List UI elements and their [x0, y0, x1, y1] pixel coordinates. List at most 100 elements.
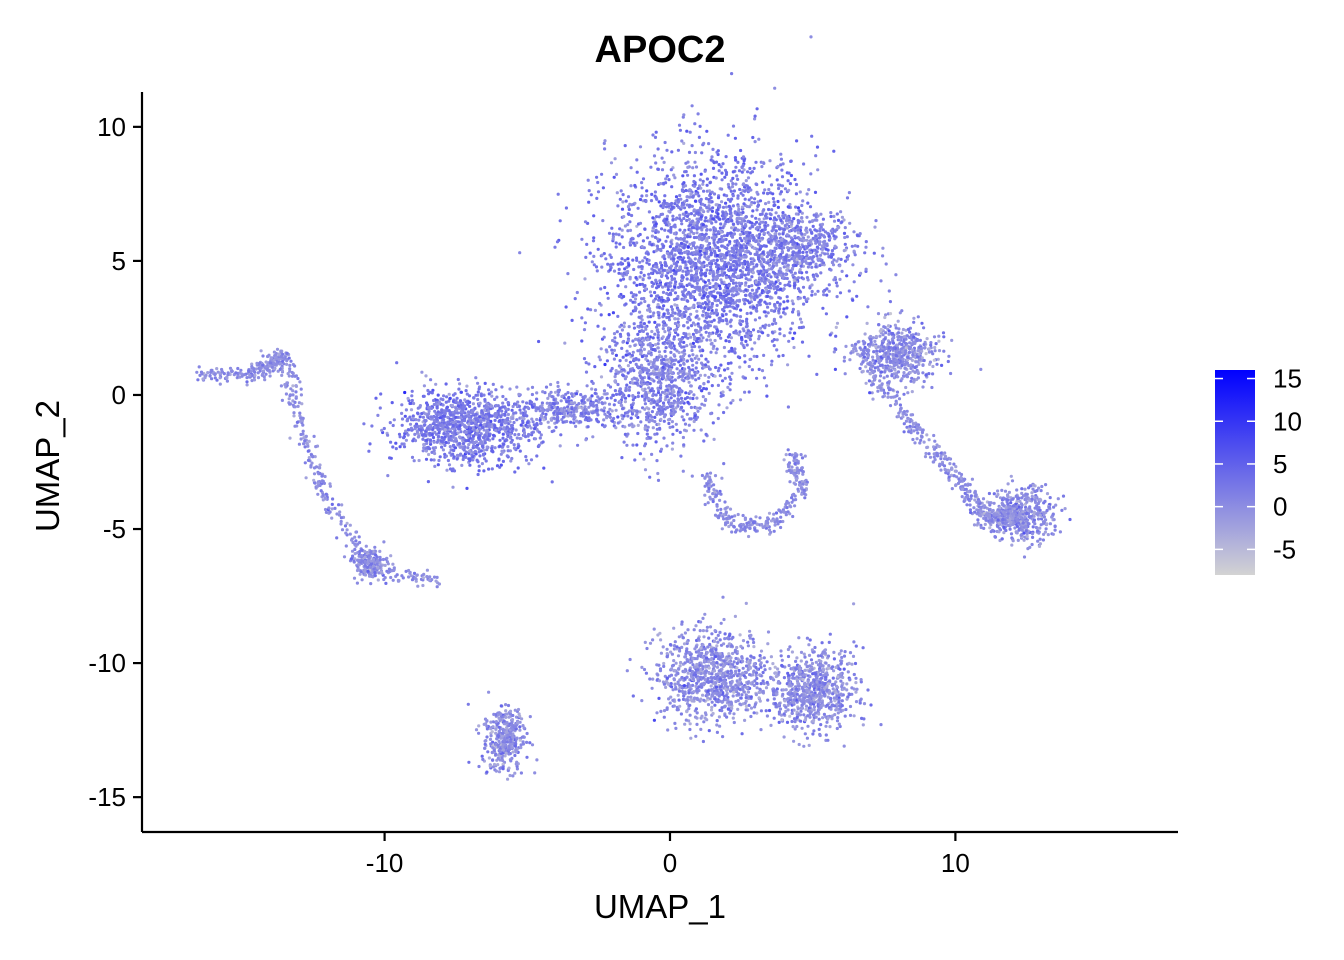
data-point	[620, 272, 624, 276]
data-point	[724, 155, 728, 159]
data-point	[471, 402, 475, 406]
data-point	[720, 259, 724, 263]
data-point	[814, 234, 818, 238]
data-point	[716, 369, 721, 373]
data-point	[483, 441, 487, 445]
data-point	[729, 336, 734, 340]
data-point	[730, 287, 734, 291]
data-point	[694, 165, 699, 169]
data-point	[757, 276, 762, 280]
data-point	[443, 411, 447, 416]
data-point	[699, 206, 703, 210]
data-point	[775, 348, 779, 352]
data-point	[731, 194, 735, 198]
data-point	[757, 137, 761, 141]
data-point	[647, 368, 651, 372]
data-point	[791, 307, 796, 311]
data-point	[475, 429, 479, 433]
data-point	[471, 441, 476, 445]
data-point	[785, 217, 789, 221]
data-point	[708, 228, 713, 232]
data-point	[645, 382, 650, 386]
data-point	[698, 249, 702, 253]
data-point	[380, 428, 384, 432]
data-point	[510, 456, 514, 461]
data-point	[707, 204, 711, 208]
data-point	[805, 261, 809, 265]
data-point	[760, 289, 765, 293]
data-point	[752, 166, 756, 170]
data-point	[714, 285, 718, 289]
data-point	[614, 392, 619, 396]
data-point	[688, 242, 692, 246]
data-point	[697, 345, 702, 349]
data-point	[794, 205, 798, 209]
data-point	[663, 194, 667, 198]
data-point	[751, 135, 755, 140]
data-point	[677, 123, 682, 127]
data-point	[815, 145, 820, 149]
data-point	[647, 276, 651, 280]
data-point	[678, 193, 682, 198]
data-point	[605, 291, 610, 295]
data-point	[716, 298, 721, 302]
data-point	[777, 260, 781, 264]
data-point	[708, 338, 713, 342]
data-point	[692, 251, 696, 255]
data-point	[424, 434, 428, 438]
data-point	[770, 238, 774, 242]
data-point	[814, 265, 818, 269]
data-point	[697, 324, 701, 328]
data-point	[647, 397, 651, 401]
data-point	[406, 433, 410, 437]
data-point	[662, 254, 666, 258]
data-point	[638, 145, 643, 149]
data-point	[508, 420, 512, 424]
data-point	[445, 406, 449, 410]
data-point	[664, 323, 668, 327]
data-point	[813, 292, 817, 296]
data-point	[388, 421, 392, 425]
data-point	[471, 408, 475, 412]
data-point	[502, 442, 506, 446]
data-point	[751, 270, 755, 274]
data-point	[629, 291, 634, 295]
data-point	[695, 339, 699, 343]
data-point	[791, 310, 795, 314]
data-point	[791, 250, 795, 254]
data-point	[690, 276, 694, 280]
data-point	[735, 299, 739, 303]
data-point	[709, 265, 713, 269]
data-point	[638, 410, 642, 414]
data-point	[587, 362, 591, 366]
data-point	[734, 260, 738, 264]
data-point	[853, 244, 857, 248]
data-point	[697, 135, 702, 139]
data-point	[673, 317, 677, 321]
data-point	[415, 429, 419, 434]
data-point	[682, 113, 686, 117]
data-point	[728, 240, 732, 244]
data-point	[655, 265, 659, 269]
data-point	[665, 374, 670, 378]
data-point	[501, 459, 505, 463]
data-point	[621, 200, 625, 204]
data-point	[800, 211, 804, 215]
data-point	[732, 251, 736, 255]
data-point	[606, 262, 610, 266]
data-point	[622, 440, 626, 444]
data-point	[662, 244, 666, 248]
data-point	[591, 435, 595, 439]
data-point	[674, 217, 678, 221]
data-point	[815, 274, 820, 278]
data-point	[728, 388, 732, 392]
data-point	[410, 394, 414, 398]
data-point	[715, 258, 719, 262]
data-point	[725, 246, 729, 251]
data-point	[425, 438, 429, 443]
data-point	[619, 278, 623, 282]
data-point	[816, 289, 820, 293]
data-point	[704, 216, 708, 220]
data-point	[704, 224, 708, 228]
data-point	[819, 271, 823, 275]
